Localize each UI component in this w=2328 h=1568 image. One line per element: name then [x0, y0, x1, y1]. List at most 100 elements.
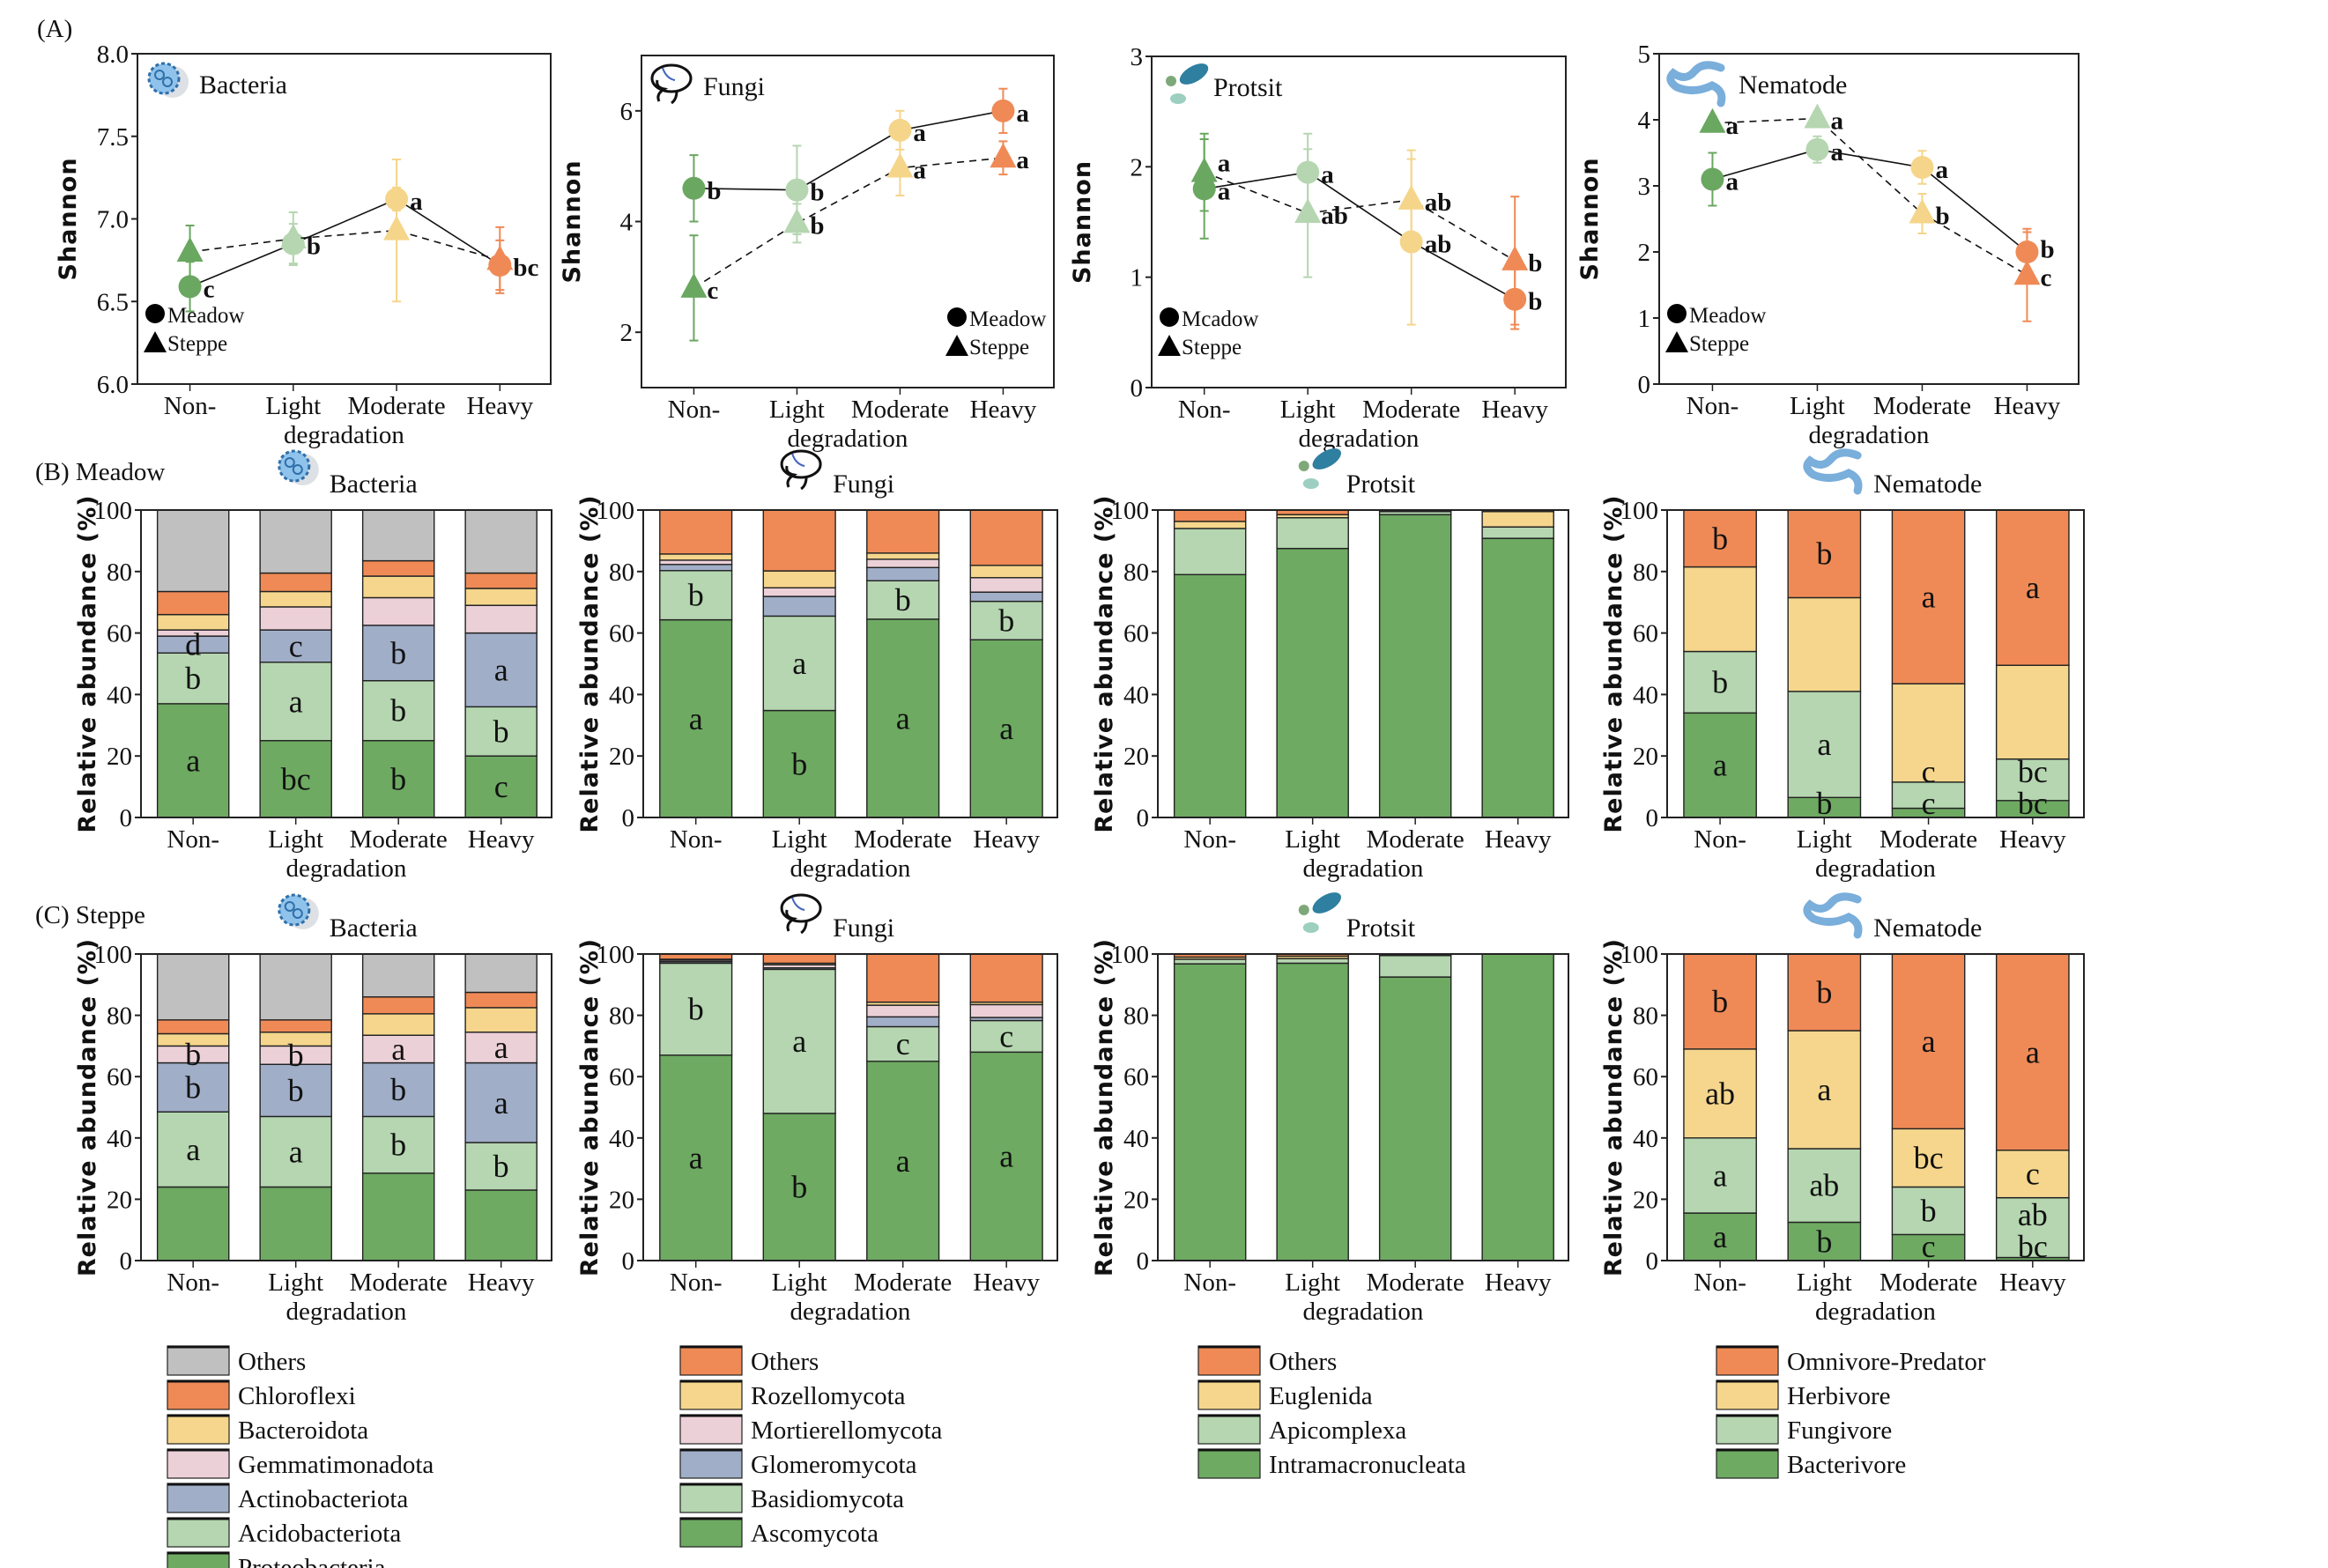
x-tick-label: Light [1285, 1268, 1340, 1297]
bar-segment-others [762, 509, 836, 572]
bar-segment-herbivore [1683, 566, 1757, 653]
legend-label: Fungivore [1787, 1416, 1892, 1445]
significance-letter: a [1830, 107, 1843, 136]
y-axis-label: Relative abundance (%) [74, 494, 101, 832]
x-axis-label: degradation [790, 854, 911, 883]
bar-segment-others [464, 953, 538, 994]
chart-title: Bacteria [330, 913, 418, 943]
significance-letter: b [810, 211, 824, 240]
data-point-steppe [486, 245, 514, 270]
legend-label: Others [1269, 1348, 1337, 1376]
y-tick-label: 0 [622, 804, 635, 832]
y-tick-label: 0 [1137, 804, 1150, 832]
legend-label: Glomeromycota [751, 1451, 917, 1479]
significance-letter: b [791, 746, 807, 781]
legend-swatch [1716, 1345, 1779, 1376]
significance-letter: b [185, 1037, 201, 1072]
plot-frame [642, 509, 1058, 818]
y-axis-label: Shannon [559, 159, 586, 283]
x-tick-label: Heavy [970, 396, 1037, 424]
y-tick-label: 80 [1123, 1002, 1149, 1031]
bar-segment-ascomycota [762, 1113, 836, 1261]
bar-segment-ascomycota [969, 639, 1043, 818]
bar-segment-bacterivore [1683, 1212, 1757, 1261]
bar-segment-mortierellomycota [659, 559, 733, 566]
bar-segment-euglenida [1173, 521, 1247, 529]
legend-swatch [167, 1345, 230, 1376]
bar-segment-ascomycota [762, 709, 836, 818]
significance-letter: b [185, 661, 201, 696]
significance-letter: a [1713, 1219, 1727, 1254]
bar-segment-herbivore [1787, 596, 1862, 692]
legend-swatch [679, 1414, 743, 1445]
significance-letter: b [1712, 664, 1728, 699]
plots: 6.0 6.5 7.0 7.5 8.0 Non- Light Moderate Heavy deg… [55, 41, 2085, 1568]
y-tick-label: 40 [107, 681, 132, 709]
significance-letter: c [707, 277, 718, 305]
significance-letter: bc [2018, 754, 2048, 789]
significance-letter: b [1528, 249, 1542, 277]
bar-segment-others [762, 953, 836, 965]
bar-segment-mortierellomycota [969, 1003, 1043, 1018]
y-tick-label: 3 [1638, 173, 1651, 201]
bar-segment-fungivore [1891, 1186, 1966, 1236]
bar-segment-chloroflexi [464, 991, 538, 1009]
x-tick-label: Heavy [973, 1268, 1040, 1297]
data-point-steppe [1909, 198, 1936, 224]
bar-segment-intramacronucleata [1481, 537, 1554, 818]
chart-title: Bacteria [199, 70, 287, 100]
protist-icon-cell [1170, 93, 1186, 104]
bar-segment-bacteroidota [464, 1007, 538, 1033]
significance-letter: d [185, 627, 201, 662]
y-axis-label: Relative abundance (%) [1091, 938, 1118, 1276]
legend-swatch [679, 1345, 743, 1376]
y-tick-label: 3 [1131, 43, 1144, 71]
nematode-icon [1803, 448, 1863, 495]
x-tick-label: Light [772, 1268, 827, 1297]
x-tick-label: Non- [167, 825, 219, 854]
significance-letter: ab [1321, 202, 1348, 230]
legend-label: Herbivore [1787, 1382, 1891, 1410]
data-point-steppe [783, 208, 811, 233]
y-tick-label: 80 [107, 1002, 132, 1031]
significance-letter: a [999, 1139, 1013, 1174]
chart-A-fungi: 2 4 6 Non- Light Moderate Heavy degradation Shan… [559, 55, 1055, 453]
y-tick-label: 2 [620, 319, 634, 347]
protist-icon [1298, 892, 1342, 933]
bar-segment-others [361, 953, 435, 998]
significance-letter: a [1922, 580, 1936, 615]
data-point-steppe [680, 272, 708, 298]
data-point-steppe [886, 152, 914, 178]
x-tick-label: Light [1797, 1268, 1852, 1297]
x-axis-label: degradation [1815, 854, 1936, 883]
significance-letter: b [1921, 1193, 1937, 1228]
bar-segment-omnivore-predator [1891, 953, 1966, 1130]
legend-swatch [167, 1551, 230, 1568]
significance-letter: a [689, 701, 703, 736]
chart-title: Nematode [1873, 913, 1982, 943]
y-axis-label: Relative abundance (%) [74, 938, 101, 1276]
data-point-meadow [785, 178, 809, 202]
bar-segment-proteobacteria [259, 1186, 332, 1261]
chart-title: Fungi [833, 913, 894, 943]
bar-segment-apicomplexa [1173, 958, 1247, 965]
significance-letter: a [896, 1143, 910, 1179]
y-tick-label: 7.5 [97, 123, 129, 152]
bar-segment-omnivore-predator [1995, 953, 2070, 1151]
plot-frame [1157, 509, 1569, 818]
fungi-icon-cap [780, 893, 822, 923]
x-tick-label: Light [268, 1268, 323, 1297]
bar-segment-bacterivore [1787, 1221, 1862, 1261]
bar-segment-basidiomycota [969, 600, 1043, 640]
y-tick-label: 40 [609, 681, 634, 709]
x-tick-label: Heavy [1481, 396, 1548, 424]
legend-0: Others Chloroflexi Bacteroidota Gemmatimona… [167, 1345, 434, 1568]
bar-segment-others [1173, 509, 1247, 522]
legend-2: Others Euglenida Apicomplexa Intramacronucl… [1197, 1345, 1466, 1479]
x-axis-label: degradation [790, 1298, 911, 1326]
x-tick-label: Non- [670, 825, 723, 854]
legend-label: Basidiomycota [751, 1485, 904, 1513]
significance-letter: a [1016, 146, 1029, 174]
y-axis-label: Relative abundance (%) [1600, 938, 1627, 1276]
bar-segment-acidobacteriota [259, 1115, 332, 1188]
